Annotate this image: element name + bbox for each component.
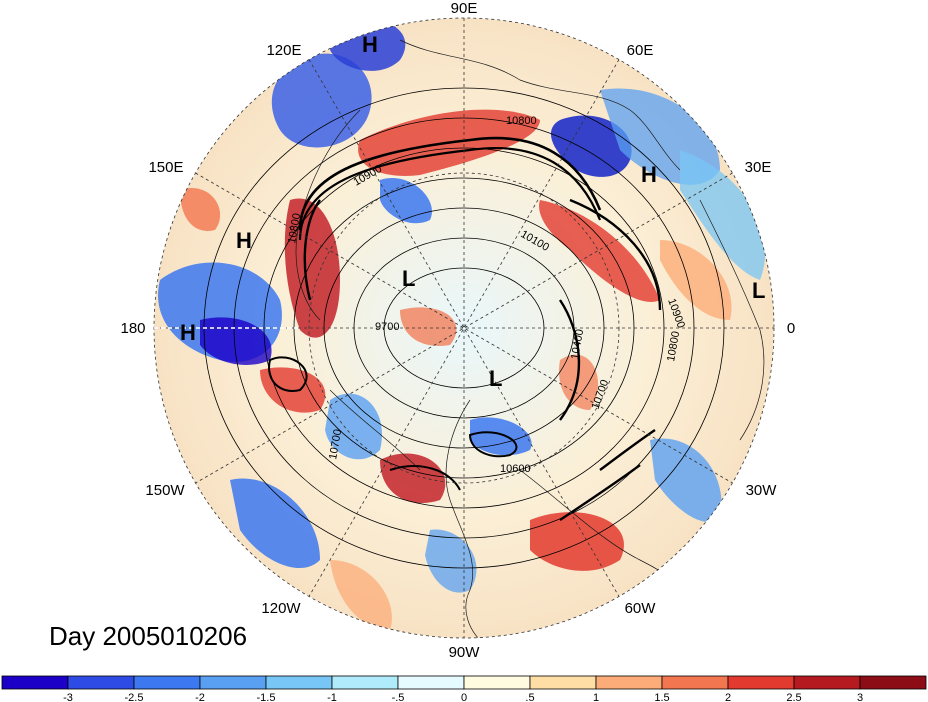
contour-label: 9700	[375, 321, 399, 333]
pressure-system-markers: H H H H L L L	[180, 32, 765, 391]
longitude-label: 90E	[451, 0, 478, 17]
contour-label: 10700	[327, 428, 344, 460]
colorbar-swatch	[793, 675, 861, 690]
colorbar-tick-label: -.5	[392, 692, 405, 702]
colorbar-tick-label: 1.5	[654, 692, 669, 702]
colorbar-tick-label: -2	[195, 692, 205, 702]
longitude-label: 150E	[148, 159, 183, 176]
colorbar-swatch	[727, 675, 795, 690]
colorbar-tick-label: -1.5	[257, 692, 276, 702]
longitude-label: 120E	[266, 42, 301, 59]
colorbar-swatch	[265, 675, 333, 690]
contour-label: 10400	[569, 328, 586, 360]
colorbar-swatch	[199, 675, 267, 690]
longitude-label: 90W	[449, 644, 481, 661]
high-pressure-label: H	[180, 320, 196, 345]
colorbar-tick-label: -3	[63, 692, 73, 702]
high-pressure-label: H	[362, 32, 378, 57]
longitude-label: 60E	[627, 42, 654, 59]
longitude-label: 60W	[625, 600, 657, 617]
longitude-label: 150W	[145, 482, 185, 499]
colorbar-swatch	[331, 675, 399, 690]
contour-label: 10800	[506, 115, 537, 127]
colorbar-swatch	[1, 675, 69, 690]
colorbar-tick-label: .5	[525, 692, 534, 702]
longitude-label: 120W	[261, 600, 301, 617]
high-pressure-label: H	[236, 228, 252, 253]
colorbar-tick-labels: -3 -2.5 -2 -1.5 -1 -.5 0 .5 1 1.5 2 2.5 3	[63, 692, 863, 702]
colorbar-swatch	[661, 675, 729, 690]
colorbar-swatch	[859, 675, 927, 690]
contour-label: 10800	[665, 330, 682, 362]
colorbar-swatch	[529, 675, 597, 690]
longitude-labels: 90E 60E 30E 0 30W 60W 90W 120W 150W 180 …	[120, 0, 795, 661]
colorbar-tick-label: 2.5	[786, 692, 801, 702]
graticule	[153, 17, 775, 639]
colorbar: -3 -2.5 -2 -1.5 -1 -.5 0 .5 1 1.5 2 2.5 3	[1, 675, 927, 702]
colorbar-swatch	[397, 675, 465, 690]
colorbar-tick-label: 2	[725, 692, 731, 702]
colorbar-tick-label: -2.5	[125, 692, 144, 702]
colorbar-tick-label: 1	[593, 692, 599, 702]
low-pressure-label: L	[402, 266, 415, 291]
colorbar-swatch	[133, 675, 201, 690]
longitude-label: 0	[787, 320, 795, 337]
colorbar-swatch	[595, 675, 663, 690]
low-pressure-label: L	[752, 278, 765, 303]
high-pressure-label: H	[641, 162, 657, 187]
colorbar-tick-label: -1	[327, 692, 337, 702]
colorbar-swatch	[463, 675, 531, 690]
contour-label: 10600	[500, 463, 531, 475]
colorbar-swatches	[1, 675, 927, 690]
longitude-label: 30W	[746, 482, 778, 499]
contour-label: 10800	[286, 212, 303, 244]
longitude-label: 30E	[745, 159, 772, 176]
colorbar-tick-label: 3	[857, 692, 863, 702]
low-pressure-label: L	[489, 366, 502, 391]
colorbar-swatch	[67, 675, 135, 690]
figure-title: Day 2005010206	[49, 621, 247, 651]
colorbar-tick-label: 0	[461, 692, 467, 702]
longitude-label: 180	[120, 320, 145, 337]
